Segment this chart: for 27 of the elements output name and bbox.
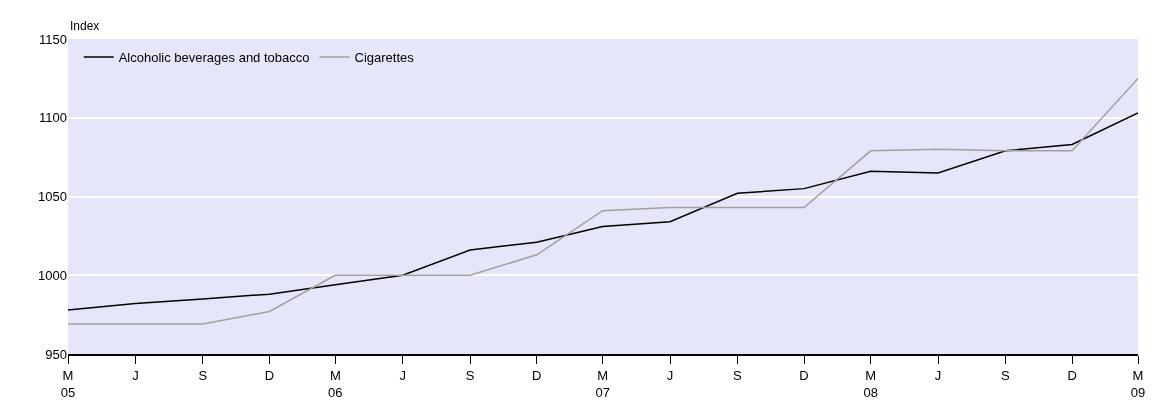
- y-tick-label: 1000: [38, 267, 67, 283]
- x-tick-label: D: [532, 367, 542, 383]
- x-tick-label: S: [733, 367, 743, 383]
- x-tick-label: J: [666, 367, 674, 383]
- x-tick-label: J: [399, 367, 406, 383]
- x-tick-label: J: [934, 367, 942, 383]
- y-tick-label: 1150: [39, 31, 67, 47]
- x-tick-label: M 07: [595, 367, 610, 400]
- x-tick-label: D: [799, 367, 809, 383]
- x-tick-label: S: [465, 367, 475, 383]
- y-axis-title: Index: [70, 19, 100, 33]
- x-tick-label: M 05: [60, 367, 76, 400]
- y-tick-label: 950: [45, 346, 67, 362]
- legend-label: Alcoholic beverages and tobacco: [118, 50, 310, 66]
- x-tick-label: M 09: [1130, 367, 1146, 400]
- x-tick-label: M 08: [863, 367, 878, 400]
- x-tick-label: D: [264, 367, 275, 383]
- line-series: [68, 77, 1138, 325]
- y-tick-label: 1050: [38, 189, 67, 205]
- legend-label: Cigarettes: [354, 50, 415, 66]
- x-tick-label: M 06: [328, 367, 343, 400]
- x-tick-label: D: [1067, 367, 1077, 383]
- x-tick-label: J: [132, 367, 139, 383]
- x-tick-label: S: [198, 367, 208, 383]
- y-tick-label: 1100: [39, 110, 67, 126]
- line-series: [68, 112, 1138, 311]
- x-tick-label: S: [1001, 367, 1011, 383]
